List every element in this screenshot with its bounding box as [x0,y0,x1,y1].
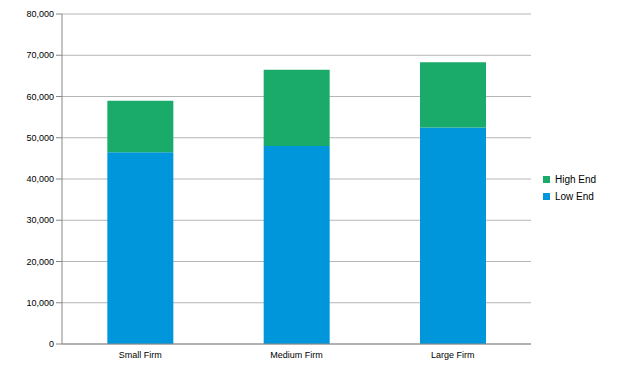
svg-text:0: 0 [49,339,54,349]
html-text:High End: High End [555,174,597,185]
svg-text:20,000: 20,000 [26,257,54,267]
svg-text:Large Firm: Large Firm [431,350,475,360]
svg-text:10,000: 10,000 [26,298,54,308]
svg-text:50,000: 50,000 [26,133,54,143]
svg-text:Small Firm: Small Firm [119,350,162,360]
svg-text:80,000: 80,000 [26,9,54,19]
svg-text:40,000: 40,000 [26,174,54,184]
svg-text:30,000: 30,000 [26,215,54,225]
svg-text:Medium Firm: Medium Firm [270,350,323,360]
svg-text:70,000: 70,000 [26,50,54,60]
svg-text:60,000: 60,000 [26,92,54,102]
html-text:Low End: Low End [555,191,594,202]
